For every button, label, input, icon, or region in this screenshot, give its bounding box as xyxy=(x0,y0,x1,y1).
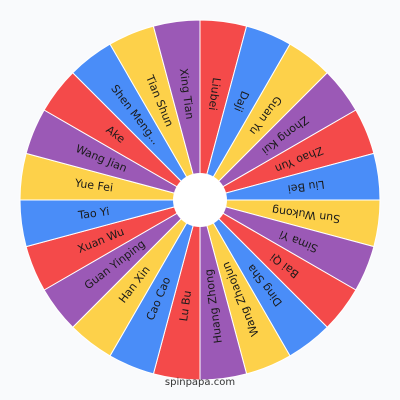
footer-brand[interactable]: spinpapa.com xyxy=(164,377,236,388)
wheel-segment-label: Tao Yi xyxy=(77,205,111,222)
wheel-segment-label: Liubei xyxy=(206,77,223,111)
wheel-segments[interactable] xyxy=(19,19,381,381)
wheel-segment[interactable] xyxy=(152,19,201,201)
wheel-center-hub[interactable] xyxy=(173,173,227,227)
wheel-segment-label: Yue Fei xyxy=(73,176,114,194)
wheel-segment-label: Liu Bei xyxy=(287,178,325,196)
wheel-segment-label: Lu Bu xyxy=(177,290,194,322)
